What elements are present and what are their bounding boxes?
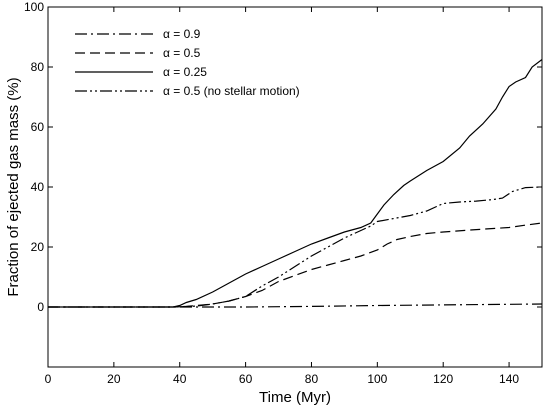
legend-label-2: α = 0.25 [163,65,207,79]
x-tick-label: 0 [45,372,52,386]
x-tick-label: 80 [305,372,319,386]
x-tick-label: 20 [107,372,121,386]
axes-layer: 0 20 40 60 80 100 120 140 0 20 40 60 80 100 [24,0,542,386]
plot-area [47,6,543,368]
y-tick-label: 20 [31,240,45,254]
series-line-0 [48,303,543,308]
legend: α = 0.9 α = 0.5 α = 0.25 α = 0.5 (no stella… [75,27,300,98]
x-tick-label: 120 [433,372,453,386]
legend-label-3: α = 0.5 (no stellar motion) [163,84,300,98]
series-line-1 [48,222,543,308]
legend-label-1: α = 0.5 [163,46,201,60]
legend-label-0: α = 0.9 [163,27,201,41]
y-axis-title: Fraction of ejected gas mass (%) [5,77,22,296]
plot-frame [47,6,543,368]
y-tick-label: 60 [31,120,45,134]
x-tick-label: 140 [499,372,519,386]
series-layer [48,59,543,308]
x-tick-label: 60 [239,372,253,386]
x-axis-title: Time (Myr) [259,389,331,406]
y-tick-label: 100 [24,0,44,14]
y-tick-label: 40 [31,180,45,194]
y-tick-label: 0 [37,300,44,314]
y-tick-label: 80 [31,60,45,74]
series-line-3 [48,186,543,308]
series-line-2 [48,59,543,308]
x-tick-label: 100 [367,372,387,386]
x-tick-label: 40 [173,372,187,386]
